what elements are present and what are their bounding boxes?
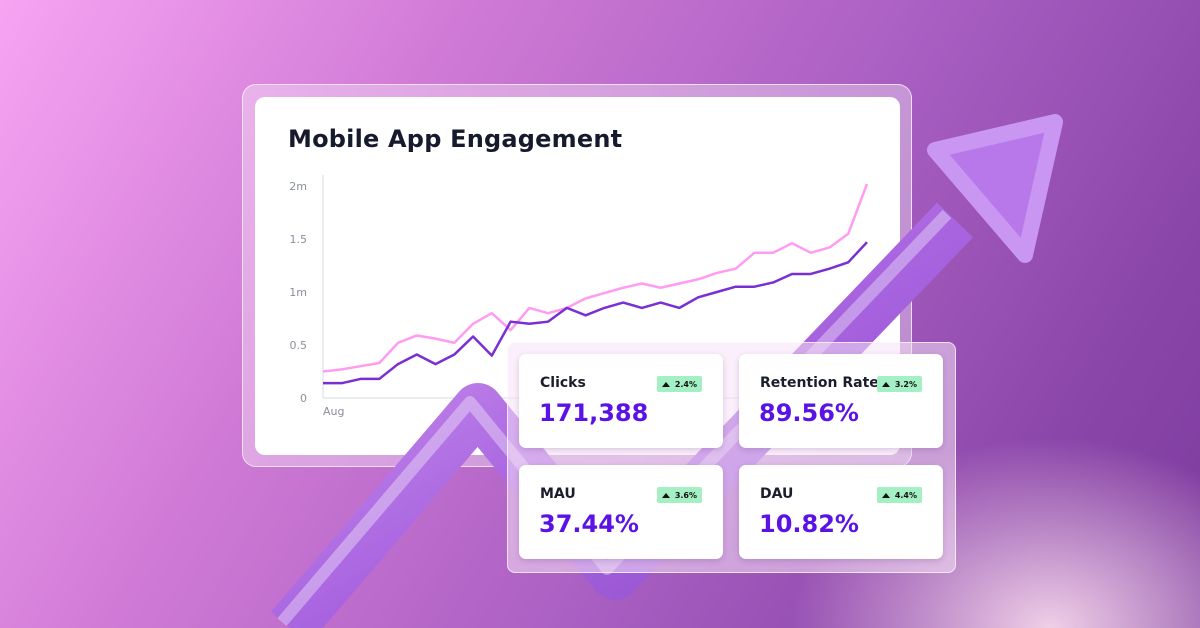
change-value: 4.4%: [894, 490, 917, 500]
arrow-up-icon: [881, 492, 890, 498]
stat-label: MAU: [540, 486, 576, 502]
x-tick-label: Aug: [323, 405, 344, 418]
change-badge: 2.4%: [656, 376, 702, 392]
arrow-up-icon: [881, 381, 890, 387]
stat-label: Clicks: [540, 375, 586, 391]
stat-card-clicks: Clicks 2.4% 171,388: [519, 354, 723, 448]
series-line-2: [323, 241, 868, 385]
arrow-up-icon: [661, 492, 670, 498]
change-value: 3.2%: [894, 379, 917, 389]
stat-value: 10.82%: [759, 510, 859, 538]
y-tick-label: 0.5: [290, 339, 308, 352]
change-badge: 3.2%: [876, 376, 922, 392]
line-chart: 0 0.5 1m 1.5 2m Aug: [289, 175, 869, 418]
y-tick-label: 1m: [289, 286, 307, 299]
stat-label: Retention Rate: [760, 375, 879, 391]
stat-card-dau: DAU 4.4% 10.82%: [739, 465, 943, 559]
stat-label: DAU: [760, 486, 794, 502]
stat-value: 89.56%: [759, 399, 859, 427]
change-value: 3.6%: [674, 490, 697, 500]
chart-title: Mobile App Engagement: [288, 125, 623, 153]
stat-value: 171,388: [539, 399, 649, 427]
stat-card-mau: MAU 3.6% 37.44%: [519, 465, 723, 559]
stat-card-retention-rate: Retention Rate 3.2% 89.56%: [739, 354, 943, 448]
y-tick-label: 2m: [289, 180, 307, 193]
y-tick-label: 1.5: [290, 233, 308, 246]
series-line-1: [322, 183, 869, 373]
y-tick-label: 0: [300, 392, 307, 405]
change-badge: 3.6%: [656, 487, 702, 503]
change-value: 2.4%: [674, 379, 697, 389]
change-badge: 4.4%: [876, 487, 922, 503]
arrow-up-icon: [661, 381, 670, 387]
stat-value: 37.44%: [539, 510, 639, 538]
